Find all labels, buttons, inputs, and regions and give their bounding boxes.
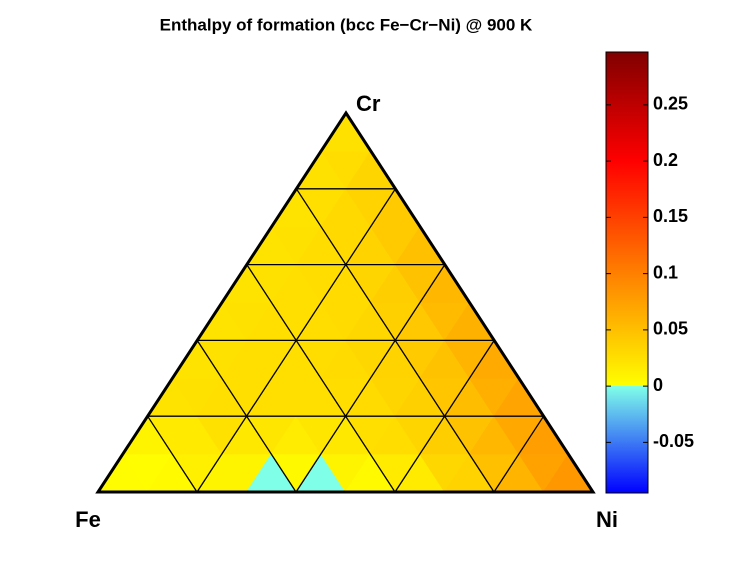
colorbar-tick-label: 0 xyxy=(653,375,663,395)
triangle-frame xyxy=(95,110,596,494)
grid-line xyxy=(295,264,446,493)
grid-line xyxy=(147,415,198,493)
colorbar-tick-label: 0.2 xyxy=(653,150,678,170)
field-cell xyxy=(320,112,372,152)
grid-line xyxy=(196,340,297,493)
colorbar xyxy=(605,51,649,494)
colorbar-tick-label: -0.05 xyxy=(653,431,694,451)
corner-label: Fe xyxy=(75,507,101,532)
colorbar-tick-label: 0.15 xyxy=(653,206,688,226)
grid-line xyxy=(246,264,396,493)
grid-line xyxy=(493,415,545,493)
chart-title: Enthalpy of formation (bcc Fe−Cr−Ni) @ 9… xyxy=(160,15,533,34)
corner-label: Ni xyxy=(596,507,618,532)
colorbar-tick-label: 0.05 xyxy=(653,319,688,339)
colorbar-tick-label: 0.1 xyxy=(653,262,678,282)
colorbar-tick-label: 0.25 xyxy=(653,94,688,114)
corner-label: Cr xyxy=(356,91,381,116)
grid-line xyxy=(394,340,495,493)
